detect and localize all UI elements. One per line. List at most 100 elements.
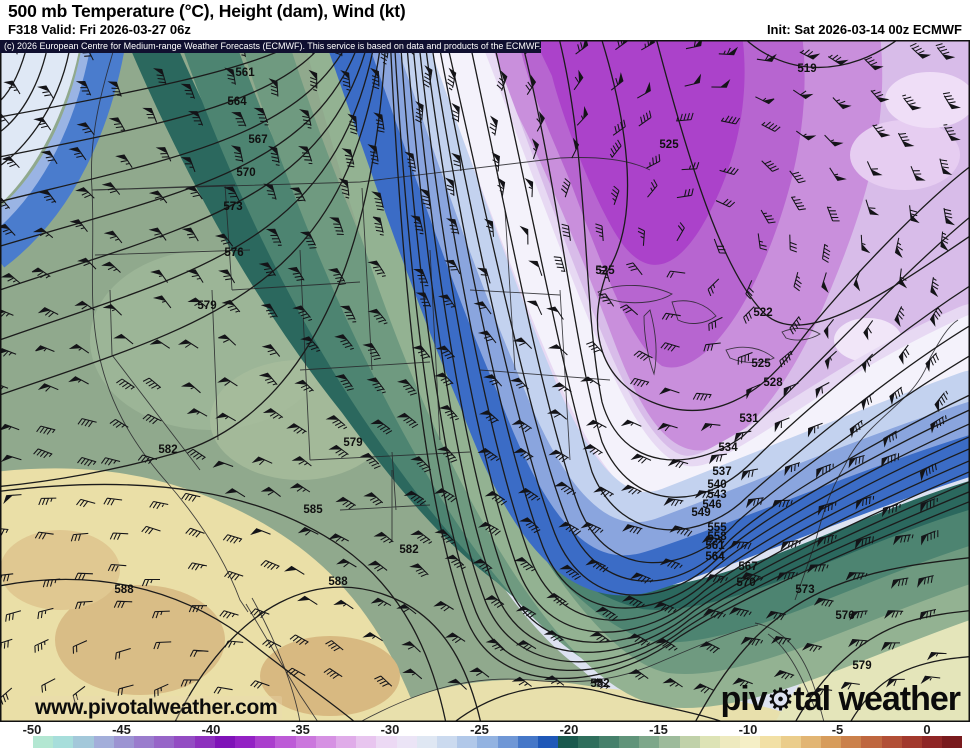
colorbar-cell (578, 736, 599, 748)
colorbar-cell (134, 736, 155, 748)
colorbar-tick-label: -35 (291, 722, 310, 737)
logo-text-pre: piv (720, 680, 767, 718)
colorbar-tick-label: -15 (649, 722, 668, 737)
copyright-strip: (c) 2026 European Centre for Medium-rang… (0, 40, 541, 53)
contour-label: 564 (227, 96, 247, 108)
colorbar-cell (740, 736, 761, 748)
colorbar-cell (517, 736, 539, 748)
init-time-label: Init: Sat 2026-03-14 00z ECMWF (766, 22, 962, 37)
colorbar-tick-label: -5 (831, 722, 844, 737)
colorbar-cell (33, 736, 54, 748)
colorbar-cell (659, 736, 680, 748)
colorbar-cell (154, 736, 175, 748)
contour-label: 561 (235, 67, 255, 79)
contour-label: 579 (343, 437, 362, 449)
pivotal-weather-logo: piv⚙tal weather (720, 680, 961, 718)
gear-icon: ⚙ (766, 682, 795, 717)
colorbar-cell (841, 736, 862, 748)
colorbar-cell (558, 736, 579, 748)
colorbar-cell (356, 736, 377, 748)
colorbar-cell (235, 736, 256, 748)
colorbar-cell (800, 736, 821, 748)
valid-time-label: F318 Valid: Fri 2026-03-27 06z (8, 22, 191, 37)
colorbar-cell (901, 736, 922, 748)
contour-label: 570 (736, 577, 755, 589)
contour-label: 534 (718, 442, 738, 454)
colorbar-cell (457, 736, 478, 748)
contour-label: 546 (702, 499, 721, 511)
colorbar-cell (437, 736, 458, 748)
colorbar-cell (538, 736, 559, 748)
contour-label: 588 (328, 576, 348, 588)
contour-label: 588 (114, 584, 134, 596)
contour-label: 540 (707, 479, 726, 491)
colorbar-tick-label: 0 (923, 722, 931, 737)
contour-label: 567 (248, 134, 267, 146)
contour-label: 567 (738, 561, 757, 573)
colorbar-cell (780, 736, 801, 748)
colorbar-tick-label: -30 (380, 722, 400, 737)
colorbar-cell (376, 736, 397, 748)
colorbar-cell (942, 736, 963, 748)
contour-label: 555 (707, 522, 727, 534)
contour-label: 573 (223, 201, 242, 213)
contour-label: 522 (753, 307, 772, 319)
colorbar-cell (416, 736, 438, 748)
page-title: 500 mb Temperature (°C), Height (dam), W… (8, 1, 406, 21)
colorbar-cell (497, 736, 518, 748)
colorbar-cell (113, 736, 135, 748)
logo-text-post: tal weather (793, 680, 961, 718)
colorbar-cell (861, 736, 882, 748)
header: 500 mb Temperature (°C), Height (dam), W… (0, 0, 970, 40)
temperature-colorbar: -50 -45 -40 -35 -30 -25 -20 -15 -10 -5 0 (0, 722, 970, 750)
colorbar-cell (275, 736, 296, 748)
contour-label: 537 (712, 466, 731, 478)
contour-label: 570 (236, 167, 255, 179)
contour-label: 525 (659, 139, 679, 151)
colorbar-tick-label: -25 (470, 722, 489, 737)
colorbar-cell (719, 736, 741, 748)
map-canvas: 5615645675705735765795795825825855885885… (0, 40, 970, 722)
colorbar-cell (760, 736, 781, 748)
contour-label: 549 (691, 507, 710, 519)
colorbar-cell (881, 736, 902, 748)
colorbar-cell (295, 736, 316, 748)
colorbar-gradient (33, 736, 963, 748)
colorbar-tick-label: -50 (22, 722, 42, 737)
contour-label: 576 (224, 247, 243, 259)
colorbar-cell (336, 736, 357, 748)
contour-label: 528 (763, 377, 783, 389)
contour-label: 543 (707, 489, 726, 501)
contour-label: 579 (852, 660, 871, 672)
contour-label: 582 (590, 678, 609, 690)
contour-label: 561 (705, 540, 725, 552)
contour-label: 564 (705, 551, 725, 563)
contour-label: 531 (739, 413, 759, 425)
colorbar-cell (255, 736, 276, 748)
colorbar-cell (921, 736, 943, 748)
colorbar-tick-label: -10 (738, 722, 758, 737)
colorbar-cell (639, 736, 660, 748)
colorbar-cell (53, 736, 74, 748)
contour-label: 573 (795, 584, 814, 596)
colorbar-tick-label: -45 (112, 722, 131, 737)
contour-label: 576 (835, 610, 854, 622)
contour-label: 579 (197, 300, 216, 312)
contour-label: 558 (707, 531, 727, 543)
colorbar-cell (194, 736, 215, 748)
contour-label: 582 (158, 444, 177, 456)
colorbar-tick-label: -20 (559, 722, 579, 737)
colorbar-cell (679, 736, 700, 748)
colorbar-cell (73, 736, 94, 748)
colorbar-cell (315, 736, 337, 748)
colorbar-ticks: -50 -45 -40 -35 -30 -25 -20 -15 -10 -5 0 (0, 722, 970, 737)
contour-label: 525 (595, 265, 615, 277)
contour-label: 582 (399, 544, 418, 556)
colorbar-cell (598, 736, 619, 748)
url-watermark: www.pivotalweather.com (30, 696, 283, 720)
temperature-fill (0, 40, 970, 722)
forecast-map: 561 564 567 570 573 576 579 579 582 582 585 588 588 5… (0, 40, 970, 722)
colorbar-cell (820, 736, 842, 748)
colorbar-cell (214, 736, 236, 748)
